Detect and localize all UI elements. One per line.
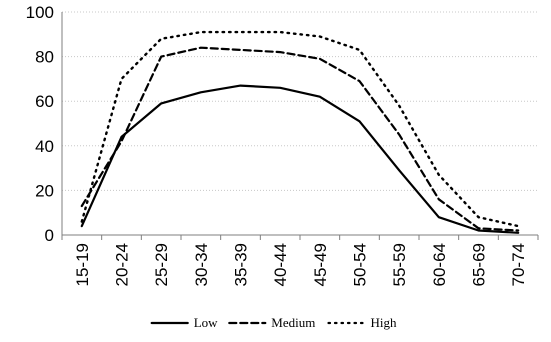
- y-tick-label: 60: [35, 92, 54, 111]
- x-tick-label: 60-64: [430, 243, 449, 286]
- legend-item-medium: Medium: [228, 315, 315, 330]
- legend-item-low: Low: [150, 315, 218, 330]
- x-tick-label: 50-54: [351, 243, 370, 286]
- series-line-high: [80, 30, 520, 228]
- series-line-low: [80, 84, 520, 234]
- legend: Low Medium High: [150, 315, 398, 330]
- x-tick-label: 40-44: [271, 243, 290, 286]
- series-lines: [80, 30, 520, 234]
- x-tick-label: 30-34: [192, 243, 211, 286]
- x-tick-label: 70-74: [509, 243, 528, 286]
- tick-labels: 0 20 40 60 80 100 15-19 20-24 25-29 30-34 35-39 40-…: [26, 3, 529, 286]
- x-tick-label: 45-49: [311, 243, 330, 286]
- legend-label: High: [371, 315, 398, 330]
- series-line-medium: [80, 46, 520, 232]
- y-tick-label: 20: [35, 181, 54, 200]
- x-tick-label: 35-39: [232, 243, 251, 286]
- gridlines: [62, 11, 538, 191]
- legend-label: Low: [194, 315, 218, 330]
- x-tick-label: 55-59: [390, 243, 409, 286]
- y-tick-label: 40: [35, 137, 54, 156]
- x-tick-label: 25-29: [152, 243, 171, 286]
- y-tick-label: 80: [35, 48, 54, 67]
- x-tick-label: 65-69: [470, 243, 489, 286]
- legend-item-high: High: [327, 315, 398, 330]
- x-tick-label: 15-19: [73, 243, 92, 286]
- y-tick-label: 100: [26, 3, 54, 22]
- legend-label: Medium: [271, 315, 315, 330]
- y-tick-label: 0: [45, 226, 54, 245]
- axes: [61, 12, 539, 240]
- x-tick-label: 20-24: [113, 243, 132, 286]
